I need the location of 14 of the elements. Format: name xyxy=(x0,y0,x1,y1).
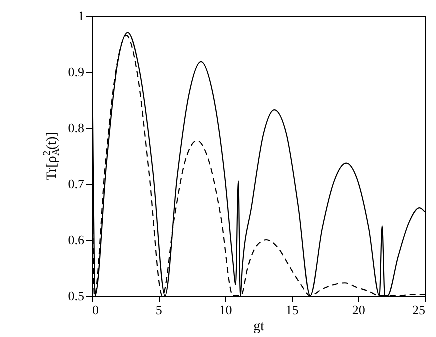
y-tick-label: 0.5 xyxy=(68,288,84,304)
x-tick-label: 20 xyxy=(352,302,366,318)
y-tick-label: 0.7 xyxy=(68,176,85,192)
x-tick-label: 0 xyxy=(92,302,99,318)
x-tick-label: 10 xyxy=(219,302,232,318)
x-tick-label: 15 xyxy=(286,302,299,318)
y-tick-label: 0.6 xyxy=(68,232,85,248)
y-tick-label: 0.9 xyxy=(68,64,84,80)
y-axis-title: Tr[ρ2A(t)] xyxy=(42,132,62,181)
y-tick-label: 0.8 xyxy=(68,120,84,136)
x-tick-label: 25 xyxy=(412,302,426,318)
y-tick-label: 1 xyxy=(78,8,84,24)
x-tick-label: 5 xyxy=(156,302,162,318)
x-axis-title: gt xyxy=(254,320,265,334)
